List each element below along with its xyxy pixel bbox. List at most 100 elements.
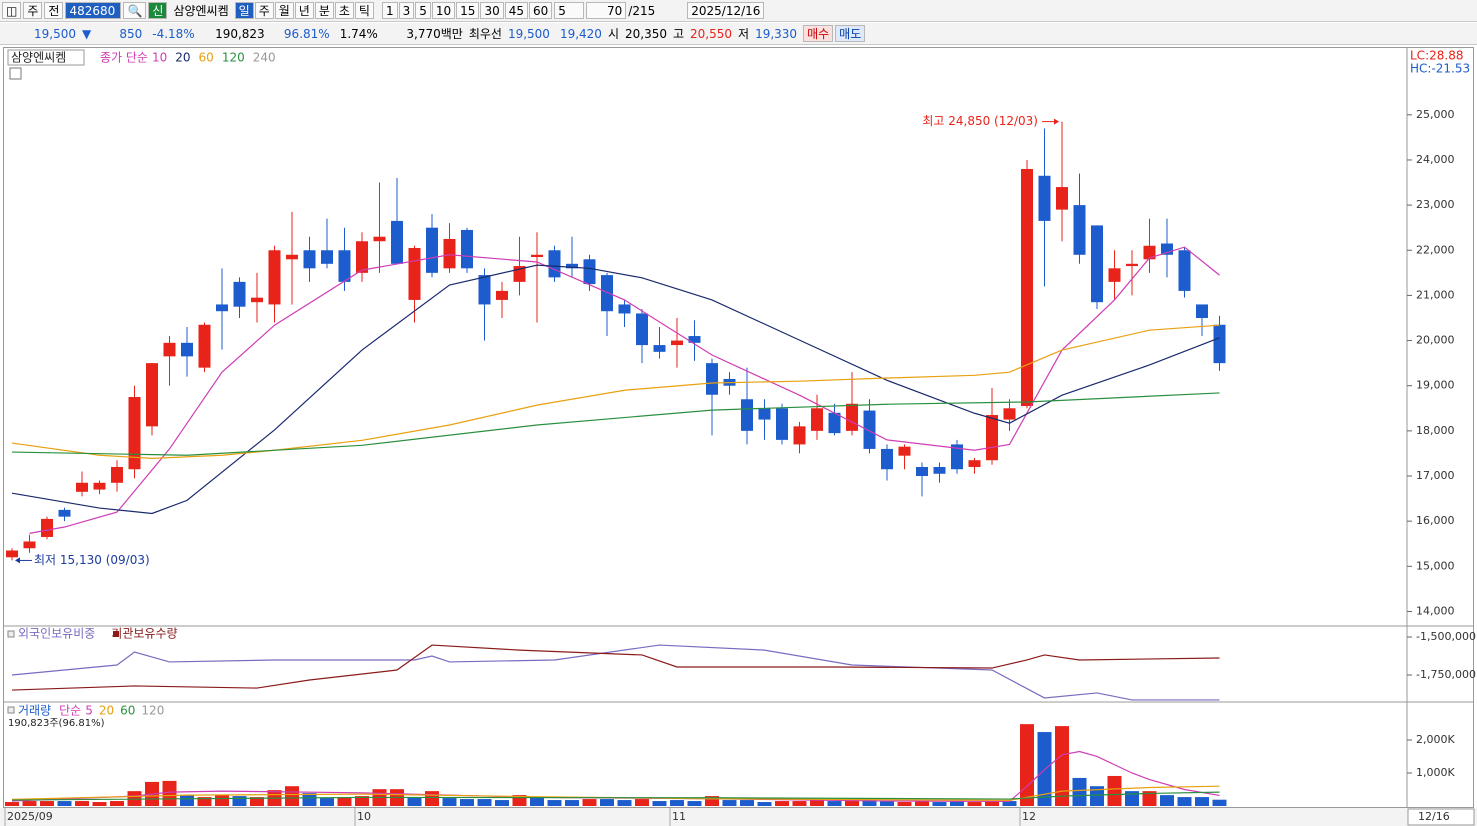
sell[interactable]: 매도	[835, 25, 866, 42]
count[interactable]: 70	[586, 2, 627, 19]
interval-button[interactable]: 1	[381, 2, 398, 19]
candle-body	[1213, 324, 1226, 364]
candle-body	[426, 227, 438, 273]
volume-bar	[215, 795, 229, 806]
volume-bar	[407, 797, 422, 806]
ma-line	[29, 246, 1220, 534]
candle-body	[881, 448, 893, 470]
legend-entry: 60	[199, 51, 214, 65]
chart-icon[interactable]: ◫	[2, 2, 22, 19]
candle-body	[461, 229, 473, 269]
price: 19,500	[34, 26, 76, 41]
candle-body	[41, 518, 53, 537]
candle-body	[1161, 243, 1173, 255]
ma-line	[11, 324, 1220, 460]
candle-body	[321, 250, 333, 264]
interval-input[interactable]: 5	[554, 2, 585, 19]
interval-button[interactable]: 30	[480, 2, 504, 19]
candle-body	[478, 275, 491, 305]
ma-line	[11, 644, 1220, 701]
high: 20,550	[690, 26, 733, 41]
title-box	[7, 49, 85, 66]
corner-label: LC:28.88	[1410, 49, 1463, 63]
volume-bar	[530, 797, 544, 806]
candle-body	[846, 403, 858, 431]
interval-button[interactable]: 45	[504, 2, 529, 19]
candle-body	[636, 313, 648, 346]
candle-body	[653, 345, 666, 352]
legend-entry: 10	[152, 51, 167, 65]
candle-body	[671, 340, 683, 346]
candle-body	[566, 263, 578, 269]
interval-button[interactable]: 15	[456, 2, 480, 19]
volume-bar	[722, 800, 737, 806]
candle-body	[268, 250, 281, 305]
search[interactable]: 🔍	[123, 2, 147, 19]
y-tick-label: 16,000	[1416, 514, 1455, 527]
volume-bar	[1125, 791, 1139, 806]
interval-button[interactable]: 5	[415, 2, 431, 19]
ma-line	[11, 392, 1220, 456]
y-tick-label: 2,000K	[1416, 733, 1455, 746]
legend-entry: 외국인보유비중	[18, 627, 95, 641]
corner-label: HC:-21.53	[1410, 62, 1470, 76]
date[interactable]: 2025/12/16	[687, 2, 765, 19]
period-tab[interactable]: 초	[334, 2, 354, 19]
period-tab[interactable]: 년	[294, 2, 314, 19]
candle-body	[443, 238, 456, 269]
x-axis-strip	[0, 808, 1477, 826]
candle-body	[391, 220, 403, 264]
candle-body	[741, 399, 753, 431]
arrow: ▼	[82, 26, 92, 41]
buy[interactable]: 매수	[803, 25, 834, 42]
candle-body	[548, 250, 561, 278]
y-tick-label: 20,000	[1416, 334, 1455, 347]
low-label: 저	[738, 27, 750, 41]
y-tick-label: 1,000K	[1416, 766, 1455, 779]
code-input[interactable]: 482680	[65, 2, 122, 19]
candle-body	[163, 342, 176, 357]
period-tab[interactable]: 월	[274, 2, 294, 19]
volume-bar	[250, 797, 264, 806]
x-tick-label: 11	[672, 810, 686, 823]
candle-body	[338, 250, 351, 282]
annotation: 최저 15,130 (09/03)	[34, 553, 150, 567]
ma-line	[11, 791, 1220, 801]
volume-bar	[880, 801, 894, 806]
y-tick-label: 17,000	[1416, 469, 1455, 482]
code-type[interactable]: 주	[23, 2, 43, 19]
period-tab[interactable]: 주	[254, 2, 274, 19]
volume-bar	[775, 801, 789, 806]
candle-body	[1143, 245, 1156, 260]
bid: 19,420	[559, 26, 602, 41]
volume-bar	[652, 801, 667, 806]
volume-bar	[162, 780, 177, 806]
legend-entry: 120	[141, 704, 164, 718]
candle-body	[1196, 304, 1208, 318]
volume: 190,823	[215, 26, 265, 41]
candle-body	[1003, 408, 1016, 420]
cursor-label: 12/16	[1418, 810, 1450, 823]
legend-square	[7, 630, 15, 638]
volume-bar	[1212, 799, 1227, 806]
candle-body	[216, 304, 228, 312]
volume-ratio: 96.81%	[283, 26, 330, 41]
period-tab[interactable]: 틱	[354, 2, 374, 19]
volume-bar	[950, 801, 964, 806]
candle-body	[23, 541, 36, 549]
candle-body	[58, 509, 71, 517]
interval-button[interactable]: 3	[398, 2, 415, 19]
volume-bar	[810, 800, 824, 806]
volume-bar	[635, 799, 649, 806]
interval-button[interactable]: 60	[529, 2, 553, 19]
period-tab[interactable]: 분	[314, 2, 334, 19]
legend-entry: 종가 단순	[100, 51, 148, 65]
y-tick-label: -1,750,000	[1416, 668, 1476, 681]
interval-button[interactable]: 10	[431, 2, 456, 19]
prev[interactable]: 전	[44, 2, 64, 19]
period-tab[interactable]: 일	[234, 2, 254, 19]
volume-bar	[425, 791, 439, 806]
y-tick-label: 22,000	[1416, 243, 1455, 256]
